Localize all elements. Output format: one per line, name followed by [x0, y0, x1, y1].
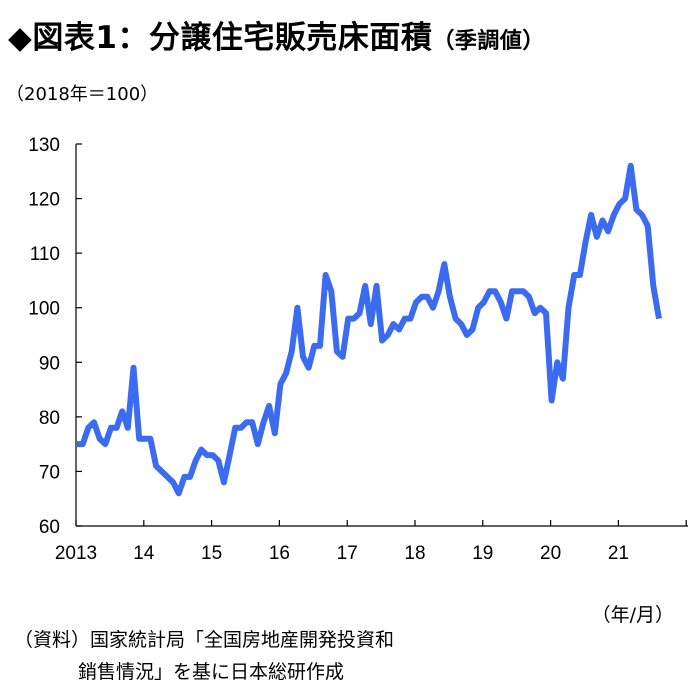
- x-tick-label: 2013: [55, 543, 97, 564]
- y-tick-label: 90: [39, 353, 60, 374]
- y-axis-unit-label: （2018年＝100）: [6, 84, 159, 105]
- x-tick-label: 14: [133, 543, 155, 564]
- source-note: （資料）国家統計局「全国房地産開発投資和 銷售情況」を基に日本総研作成: [14, 624, 394, 688]
- x-tick-label: 20: [540, 543, 561, 564]
- x-tick-label: 19: [472, 543, 493, 564]
- y-tick-label: 60: [39, 517, 60, 538]
- chart-title: ◆図表1：分譲住宅販売床面積（季調値）: [8, 12, 545, 57]
- x-tick-label: 16: [269, 543, 290, 564]
- y-tick-label: 80: [39, 408, 60, 429]
- y-tick-label: 110: [30, 244, 60, 265]
- y-tick-label: 130: [28, 135, 60, 156]
- chart-title-main: ◆図表1：分譲住宅販売床面積: [8, 20, 433, 56]
- y-tick-label: 120: [28, 190, 60, 211]
- series-line: [77, 162, 662, 497]
- source-line-1: （資料）国家統計局「全国房地産開発投資和: [14, 629, 395, 651]
- y-tick-label: 100: [28, 299, 60, 320]
- x-axis-unit-label: （年/月）: [591, 604, 674, 626]
- x-tick-label: 18: [404, 543, 425, 564]
- x-tick-label: 15: [201, 543, 222, 564]
- x-tick-label: 21: [608, 543, 629, 564]
- x-tick-label: 17: [337, 543, 358, 564]
- source-line-2: 銷售情況」を基に日本総研作成: [78, 661, 345, 683]
- y-tick-label: 70: [39, 462, 60, 483]
- chart-title-subtitle: （季調値）: [432, 29, 545, 54]
